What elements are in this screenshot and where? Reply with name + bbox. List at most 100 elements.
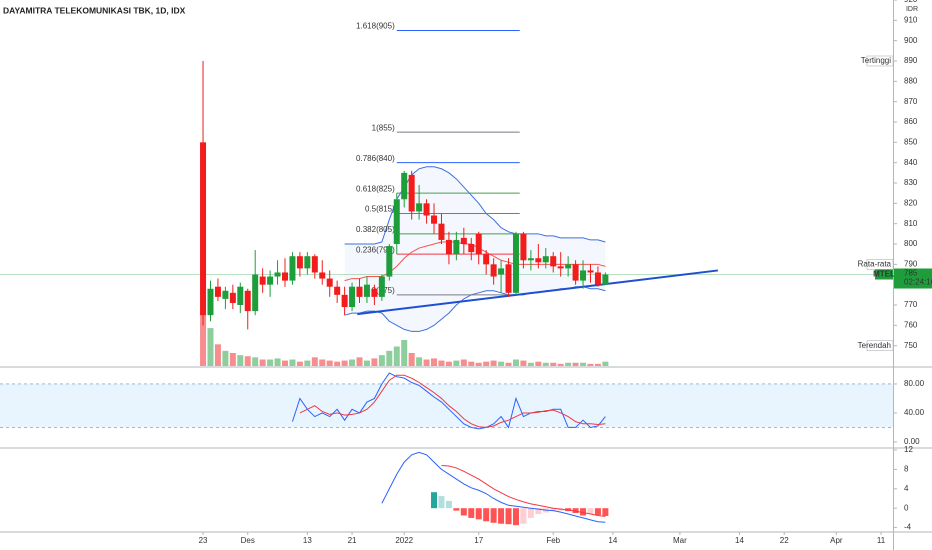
y-tick-label: 890	[904, 56, 918, 65]
y-tick-label: 750	[904, 341, 918, 350]
volume-bar	[356, 357, 363, 366]
volume-bar	[580, 362, 587, 366]
volume-bar	[453, 360, 460, 366]
candle-body	[237, 286, 244, 305]
price-tag-label: Rata-rata	[858, 259, 892, 268]
x-tick-label: Des	[241, 536, 255, 545]
y-tick-label: 900	[904, 36, 918, 45]
volume-bar	[378, 355, 385, 366]
countdown-label: 02:24:16	[904, 278, 932, 287]
volume-bar	[393, 346, 400, 366]
candle-body	[349, 286, 356, 308]
volume-bar	[490, 360, 497, 366]
volume-bar	[550, 362, 557, 366]
candle-body	[602, 274, 609, 285]
candle-body	[475, 233, 482, 255]
y-tick-label: 760	[904, 320, 918, 329]
candle-body	[311, 256, 318, 273]
candle-body	[289, 256, 296, 281]
volume-bar	[334, 361, 341, 366]
volume-bar	[282, 360, 288, 366]
candle-body	[229, 292, 236, 303]
y-tick-label: 860	[904, 117, 918, 126]
volume-bar	[252, 357, 259, 366]
candle-body	[214, 286, 221, 297]
fib-label: 1.618(905)	[356, 22, 395, 31]
y-tick-label: 820	[904, 198, 918, 207]
candle-body	[431, 215, 438, 224]
candle-body	[587, 270, 594, 273]
y-tick-label: 790	[904, 259, 918, 268]
line-series	[344, 166, 606, 245]
x-tick-label: Apr	[830, 536, 843, 545]
volume-bar	[438, 360, 445, 366]
candle-body	[505, 264, 512, 293]
fib-label: 0.786(840)	[356, 154, 395, 163]
candle-body	[572, 264, 579, 281]
histogram-bar	[520, 508, 527, 524]
volume-bar	[274, 358, 281, 366]
x-tick-label: 2022	[395, 536, 413, 545]
y-tick-label: 12	[904, 445, 913, 454]
y-tick-label: 770	[904, 300, 918, 309]
volume-bar	[445, 361, 452, 366]
candle-body	[200, 142, 207, 316]
candle-body	[490, 264, 497, 277]
volume-bar	[349, 359, 356, 366]
y-tick-label: 80.00	[904, 379, 925, 388]
candle-body	[319, 272, 326, 279]
histogram-bar	[483, 508, 490, 522]
histogram-bar	[587, 508, 594, 515]
symbol-tag-label: MTEL	[873, 270, 895, 279]
volume-bar	[200, 314, 207, 366]
symbol-tag	[875, 269, 893, 280]
volume-bar	[363, 360, 370, 366]
trendline	[357, 269, 719, 316]
price-tag-label: Terendah	[858, 341, 891, 350]
candle-body	[416, 203, 423, 212]
volume-bar	[520, 360, 527, 366]
volume-bar	[505, 362, 512, 366]
y-tick-label: 850	[904, 137, 918, 146]
histogram-bar	[498, 508, 505, 524]
candle-body	[222, 290, 229, 299]
y-tick-label: 830	[904, 178, 918, 187]
volume-bar	[311, 357, 318, 366]
histogram-bar	[445, 500, 452, 509]
candle-body	[378, 276, 385, 297]
volume-bar	[319, 359, 326, 366]
candle-body	[207, 288, 214, 316]
x-tick-label: 17	[474, 536, 483, 545]
fib-label: 0.5(815)	[365, 205, 395, 214]
volume-bar	[594, 363, 601, 366]
histogram-bar	[431, 492, 438, 509]
candle-body	[565, 264, 572, 269]
volume-bar	[296, 361, 303, 366]
candle-body	[594, 272, 601, 285]
volume-bar	[401, 340, 408, 366]
price-tag-box	[866, 340, 894, 351]
volume-bar	[237, 355, 244, 366]
candle-body	[453, 239, 460, 255]
volume-bar	[498, 361, 505, 366]
currency-label: IDR	[906, 6, 918, 13]
band-fill	[0, 383, 893, 428]
volume-bar	[244, 356, 251, 366]
volume-bar	[207, 328, 214, 366]
volume-bar	[483, 361, 490, 366]
price-tag-box	[866, 259, 894, 270]
candle-body	[244, 290, 251, 312]
candle-body	[527, 258, 534, 261]
y-tick-label: -4	[904, 523, 912, 532]
histogram-bar	[468, 508, 475, 518]
y-tick-label: 8	[904, 464, 909, 473]
candle-body	[445, 239, 452, 255]
y-tick-label: 920	[904, 0, 918, 4]
candle-body	[401, 172, 408, 200]
candle-body	[438, 223, 445, 240]
x-tick-label: 23	[199, 536, 208, 545]
candle-body	[460, 237, 467, 244]
volume-bar	[289, 359, 296, 366]
